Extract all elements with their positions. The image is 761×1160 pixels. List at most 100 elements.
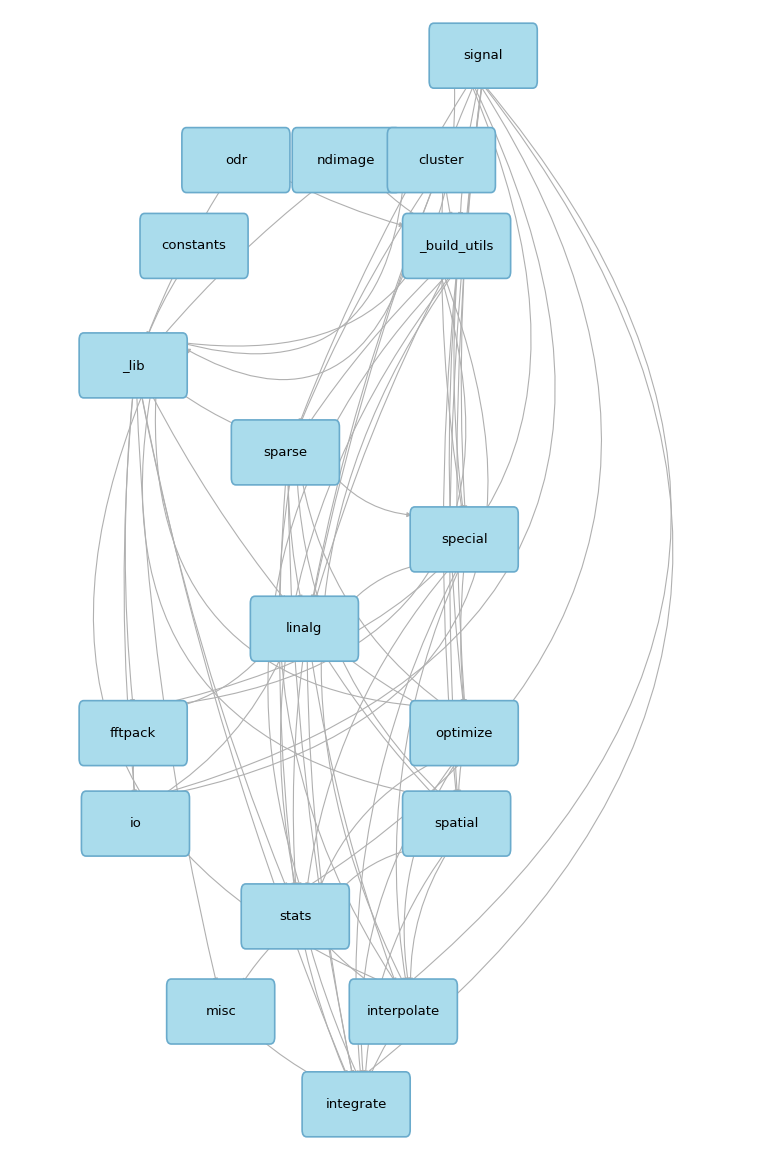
Text: cluster: cluster [419,153,464,167]
FancyBboxPatch shape [429,23,537,88]
FancyArrowPatch shape [298,480,442,796]
FancyArrowPatch shape [132,761,136,795]
FancyArrowPatch shape [243,944,273,983]
FancyBboxPatch shape [81,791,189,856]
FancyArrowPatch shape [326,657,434,795]
FancyArrowPatch shape [142,393,435,798]
FancyArrowPatch shape [441,188,463,510]
FancyArrowPatch shape [142,393,287,887]
FancyArrowPatch shape [371,1039,389,1075]
FancyArrowPatch shape [361,761,455,1075]
Text: ndimage: ndimage [317,153,375,167]
FancyBboxPatch shape [250,596,358,661]
FancyArrowPatch shape [151,393,285,600]
FancyBboxPatch shape [140,213,248,278]
FancyArrowPatch shape [142,393,347,1075]
FancyArrowPatch shape [336,479,411,516]
FancyArrowPatch shape [260,1039,315,1076]
FancyArrowPatch shape [454,274,464,510]
FancyBboxPatch shape [241,884,349,949]
FancyArrowPatch shape [362,84,673,1076]
Text: special: special [441,532,488,546]
FancyArrowPatch shape [186,267,406,379]
FancyArrowPatch shape [450,84,482,795]
FancyArrowPatch shape [293,657,303,887]
FancyArrowPatch shape [444,274,458,795]
FancyArrowPatch shape [409,84,671,984]
FancyArrowPatch shape [381,188,420,218]
FancyArrowPatch shape [396,567,460,983]
FancyArrowPatch shape [342,850,409,889]
FancyBboxPatch shape [79,701,187,766]
FancyBboxPatch shape [349,979,457,1044]
FancyArrowPatch shape [409,851,448,983]
FancyArrowPatch shape [279,480,296,887]
Text: misc: misc [205,1005,236,1018]
FancyArrowPatch shape [279,480,396,983]
FancyBboxPatch shape [167,979,275,1044]
Text: _build_utils: _build_utils [419,239,494,253]
FancyArrowPatch shape [457,84,482,704]
FancyArrowPatch shape [154,274,488,798]
FancyArrowPatch shape [457,761,462,795]
Text: io: io [129,817,142,831]
FancyBboxPatch shape [302,1072,410,1137]
FancyArrowPatch shape [180,392,237,426]
FancyArrowPatch shape [446,188,452,217]
FancyArrowPatch shape [364,851,446,1075]
FancyArrowPatch shape [288,480,354,1075]
FancyArrowPatch shape [302,480,444,705]
FancyArrowPatch shape [312,84,474,600]
FancyArrowPatch shape [166,84,454,346]
Text: interpolate: interpolate [367,1005,440,1018]
Text: odr: odr [224,153,247,167]
Text: sparse: sparse [263,445,307,459]
FancyArrowPatch shape [147,188,221,336]
FancyArrowPatch shape [175,188,403,354]
Text: _lib: _lib [122,358,145,372]
FancyBboxPatch shape [403,791,511,856]
FancyArrowPatch shape [94,393,389,985]
FancyArrowPatch shape [449,274,465,704]
FancyArrowPatch shape [124,393,136,795]
FancyArrowPatch shape [137,393,218,983]
FancyArrowPatch shape [126,393,135,704]
FancyBboxPatch shape [410,701,518,766]
FancyArrowPatch shape [459,84,479,217]
FancyArrowPatch shape [311,188,433,600]
FancyArrowPatch shape [326,944,371,984]
FancyArrowPatch shape [161,657,281,796]
FancyBboxPatch shape [231,420,339,485]
FancyArrowPatch shape [356,567,458,1075]
FancyArrowPatch shape [306,567,451,887]
Text: signal: signal [463,49,503,63]
FancyBboxPatch shape [387,128,495,193]
FancyArrowPatch shape [268,274,448,887]
FancyArrowPatch shape [307,657,354,1075]
FancyArrowPatch shape [304,944,346,1075]
FancyBboxPatch shape [403,213,511,278]
Text: optimize: optimize [435,726,493,740]
FancyArrowPatch shape [304,84,601,889]
FancyBboxPatch shape [182,128,290,193]
FancyArrowPatch shape [309,274,434,423]
Text: fftpack: fftpack [110,726,156,740]
FancyBboxPatch shape [410,507,518,572]
FancyArrowPatch shape [150,84,531,708]
Text: constants: constants [161,239,227,253]
FancyArrowPatch shape [162,187,317,336]
FancyArrowPatch shape [299,84,469,423]
Text: spatial: spatial [435,817,479,831]
FancyArrowPatch shape [311,657,396,983]
Text: linalg: linalg [286,622,323,636]
FancyArrowPatch shape [321,274,454,983]
Text: integrate: integrate [326,1097,387,1111]
FancyArrowPatch shape [353,566,416,601]
FancyArrowPatch shape [404,761,457,983]
FancyArrowPatch shape [288,480,302,600]
Text: stats: stats [279,909,311,923]
FancyArrowPatch shape [151,84,556,798]
FancyArrowPatch shape [148,274,180,336]
FancyArrowPatch shape [461,84,482,510]
FancyArrowPatch shape [288,181,403,226]
